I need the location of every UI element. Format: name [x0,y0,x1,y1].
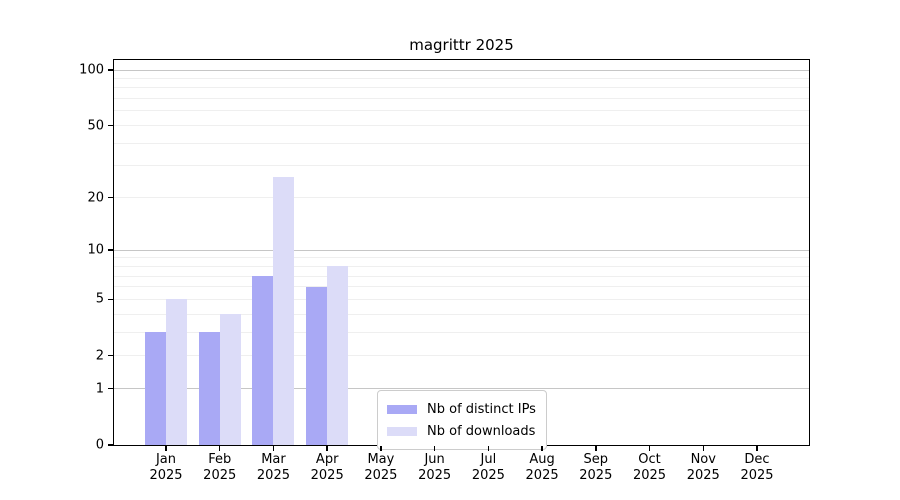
x-tick-mark [702,446,704,451]
legend-item-distinct-ips: Nb of distinct IPs [387,398,536,420]
y-tick-label: 5 [95,291,104,307]
x-tick-mark [165,446,167,451]
x-tick-label-feb: Feb 2025 [203,452,237,483]
chart-title: magrittr 2025 [409,36,514,54]
gridline-minor [114,298,809,300]
gridline-minor [114,286,809,288]
gridline-minor [114,110,809,112]
gridline-minor [114,165,809,167]
x-tick-mark [541,446,543,451]
legend-swatch-downloads-icon [387,426,417,436]
bar-apr-distinct-ips [306,286,328,445]
y-tick-mark [108,249,113,251]
gridline-minor [114,197,809,199]
gridline-minor [114,275,809,277]
x-tick-label-dec: Dec 2025 [740,452,774,483]
bar-mar-distinct-ips [252,276,274,445]
gridline-minor [114,125,809,127]
y-tick-label: 10 [87,242,104,258]
legend-item-downloads: Nb of downloads [387,420,536,442]
x-tick-label-aug: Aug 2025 [525,452,559,483]
x-tick-label-sep: Sep 2025 [579,452,613,483]
gridline-minor [114,265,809,267]
gridline-minor [114,313,809,315]
legend-label-distinct-ips: Nb of distinct IPs [427,401,536,417]
x-tick-label-mar: Mar 2025 [256,452,290,483]
y-tick-mark [108,298,113,301]
x-tick-label-jul: Jul 2025 [471,452,505,483]
x-tick-mark [648,446,651,451]
y-tick-label: 20 [87,190,104,206]
gridline-minor [114,87,809,89]
x-tick-mark [272,446,275,451]
x-tick-label-nov: Nov 2025 [686,452,720,483]
y-tick-mark [108,355,113,357]
x-tick-mark [756,446,758,451]
y-tick-label: 50 [87,118,104,134]
gridline-minor [114,331,809,333]
gridline-minor [114,355,809,357]
bar-feb-distinct-ips [198,332,220,445]
x-tick-mark [380,446,382,451]
x-tick-mark [326,446,328,451]
gridline-minor [114,98,809,100]
y-tick-label: 2 [95,348,104,364]
bar-jan-distinct-ips [145,332,166,445]
x-tick-label-jan: Jan 2025 [149,452,183,483]
x-tick-label-apr: Apr 2025 [310,452,344,483]
y-tick-mark [108,387,113,390]
bar-jan-downloads [166,299,187,445]
gridline-minor [114,77,809,79]
bar-mar-downloads [273,177,295,445]
bar-feb-downloads [219,314,241,445]
y-tick-label: 1 [95,381,104,397]
gridline-major [114,388,809,390]
x-tick-label-may: May 2025 [364,452,398,483]
y-tick-label: 0 [95,437,104,453]
bar-apr-downloads [327,266,349,445]
gridline-major [114,249,809,251]
y-tick-mark [108,444,113,446]
y-tick-label: 100 [79,62,104,78]
legend: Nb of distinct IPs Nb of downloads [377,390,547,450]
plot-area: Nb of distinct IPs Nb of downloads [113,59,810,450]
legend-swatch-distinct-ips-icon [387,404,417,414]
x-tick-mark [595,446,597,451]
y-tick-mark [108,196,113,199]
x-tick-label-oct: Oct 2025 [632,452,667,483]
x-tick-mark [219,446,221,451]
gridline-minor [114,142,809,144]
gridline-major [114,69,809,71]
gridline-minor [114,257,809,259]
y-tick-mark [108,69,113,71]
x-tick-mark [487,446,490,451]
x-tick-label-jun: Jun 2025 [418,452,452,483]
x-tick-mark [433,446,436,451]
y-tick-mark [108,124,113,127]
legend-label-downloads: Nb of downloads [427,423,536,439]
